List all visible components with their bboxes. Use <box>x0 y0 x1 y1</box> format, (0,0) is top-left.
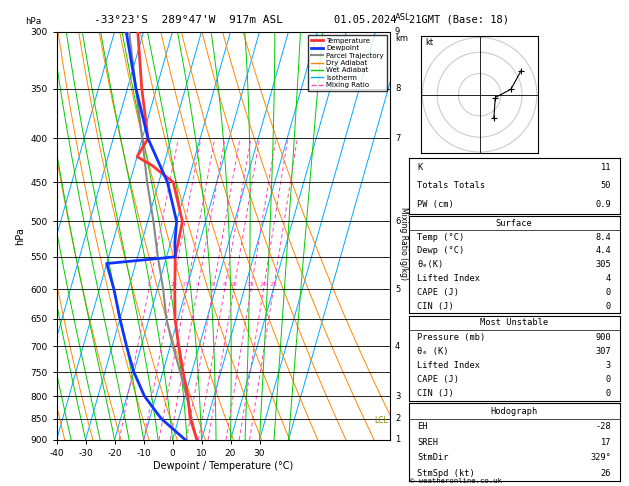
Text: 01.05.2024  21GMT (Base: 18): 01.05.2024 21GMT (Base: 18) <box>334 15 509 25</box>
Text: Mixing Ratio (g/kg): Mixing Ratio (g/kg) <box>399 207 408 279</box>
Text: 50: 50 <box>601 181 611 191</box>
Text: 0: 0 <box>606 288 611 297</box>
Text: 3½: 3½ <box>181 282 192 287</box>
Text: 4: 4 <box>395 342 400 351</box>
Text: km: km <box>395 34 408 43</box>
Text: 307: 307 <box>596 347 611 356</box>
Text: 2: 2 <box>395 414 400 423</box>
Text: 0.9: 0.9 <box>596 200 611 209</box>
Text: 1: 1 <box>395 435 400 444</box>
Text: LCL: LCL <box>374 417 388 425</box>
Text: -33°23'S  289°47'W  917m ASL: -33°23'S 289°47'W 917m ASL <box>94 15 283 25</box>
Text: CAPE (J): CAPE (J) <box>417 375 459 384</box>
X-axis label: Dewpoint / Temperature (°C): Dewpoint / Temperature (°C) <box>153 461 293 470</box>
Text: 329°: 329° <box>590 453 611 462</box>
Text: 6: 6 <box>211 282 214 287</box>
Text: 0: 0 <box>606 389 611 399</box>
Text: Most Unstable: Most Unstable <box>480 318 548 328</box>
Text: 4.4: 4.4 <box>596 246 611 256</box>
Text: 3: 3 <box>606 361 611 370</box>
Text: StmSpd (kt): StmSpd (kt) <box>417 469 475 478</box>
Text: 0: 0 <box>606 302 611 311</box>
Text: Lifted Index: Lifted Index <box>417 274 481 283</box>
Text: 1: 1 <box>147 282 150 287</box>
Text: 26: 26 <box>601 469 611 478</box>
Text: Lifted Index: Lifted Index <box>417 361 481 370</box>
Text: 6: 6 <box>395 217 400 226</box>
Text: θₑ(K): θₑ(K) <box>417 260 443 269</box>
Text: EH: EH <box>417 422 428 431</box>
Text: 0: 0 <box>606 375 611 384</box>
Text: SREH: SREH <box>417 438 438 447</box>
Text: CIN (J): CIN (J) <box>417 389 454 399</box>
Text: 4: 4 <box>606 274 611 283</box>
Text: 2: 2 <box>170 282 174 287</box>
Text: θₑ (K): θₑ (K) <box>417 347 448 356</box>
Text: K: K <box>417 163 423 172</box>
Text: 5: 5 <box>395 285 400 294</box>
Text: 305: 305 <box>596 260 611 269</box>
Text: 8: 8 <box>395 85 400 93</box>
Text: 8.4: 8.4 <box>596 233 611 242</box>
Text: 17: 17 <box>601 438 611 447</box>
Text: 25: 25 <box>269 282 277 287</box>
Text: ASL: ASL <box>395 13 411 22</box>
Text: 11: 11 <box>601 163 611 172</box>
Text: 8: 8 <box>222 282 226 287</box>
Text: 900: 900 <box>596 332 611 342</box>
Text: © weatheronline.co.uk: © weatheronline.co.uk <box>410 478 502 484</box>
Text: 20: 20 <box>259 282 267 287</box>
Text: CIN (J): CIN (J) <box>417 302 454 311</box>
Text: 3: 3 <box>395 392 400 400</box>
Y-axis label: hPa: hPa <box>14 227 25 244</box>
Text: 4: 4 <box>195 282 199 287</box>
Text: Surface: Surface <box>496 219 533 228</box>
Text: PW (cm): PW (cm) <box>417 200 454 209</box>
Text: 15: 15 <box>247 282 254 287</box>
Text: 9: 9 <box>395 27 400 36</box>
Text: Totals Totals: Totals Totals <box>417 181 486 191</box>
Text: kt: kt <box>425 37 433 47</box>
Legend: Temperature, Dewpoint, Parcel Trajectory, Dry Adiabat, Wet Adiabat, Isotherm, Mi: Temperature, Dewpoint, Parcel Trajectory… <box>308 35 386 91</box>
Text: Pressure (mb): Pressure (mb) <box>417 332 486 342</box>
Text: CAPE (J): CAPE (J) <box>417 288 459 297</box>
Text: 7: 7 <box>395 134 400 143</box>
Text: hPa: hPa <box>25 17 42 26</box>
Text: Temp (°C): Temp (°C) <box>417 233 465 242</box>
Text: StmDir: StmDir <box>417 453 448 462</box>
Text: Dewp (°C): Dewp (°C) <box>417 246 465 256</box>
Text: 10: 10 <box>230 282 237 287</box>
Text: Hodograph: Hodograph <box>491 407 538 416</box>
Text: -28: -28 <box>596 422 611 431</box>
